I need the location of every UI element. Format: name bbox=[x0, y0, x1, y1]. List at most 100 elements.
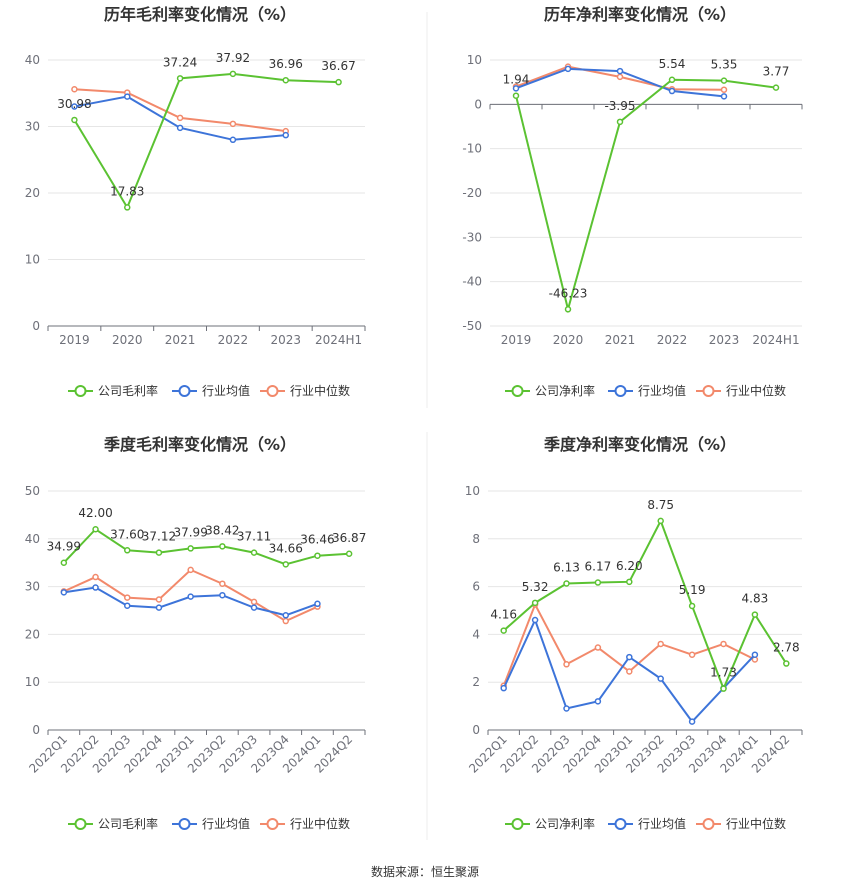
series-point-2 bbox=[124, 93, 131, 100]
data-label: 6.13 bbox=[553, 560, 580, 574]
series-point-3 bbox=[250, 598, 258, 606]
legend-swatch-marker bbox=[614, 818, 627, 830]
legend-swatch-marker bbox=[74, 818, 87, 830]
data-label: 37.11 bbox=[237, 530, 271, 544]
series-point-3 bbox=[282, 617, 289, 625]
series-point-2 bbox=[124, 602, 131, 609]
series-line-2 bbox=[63, 586, 318, 617]
legend-label: 行业均值 bbox=[202, 816, 250, 831]
y-tick-label: -20 bbox=[462, 186, 482, 200]
series-point-1 bbox=[187, 545, 194, 552]
chart-3: 季度毛利率变化情况（%）010203040502022Q12022Q22022Q… bbox=[25, 435, 367, 831]
series-point-1 bbox=[563, 580, 570, 587]
series-point-3 bbox=[92, 573, 99, 581]
data-label: 6.20 bbox=[616, 559, 643, 573]
series-point-1 bbox=[616, 118, 624, 126]
series-point-2 bbox=[314, 600, 321, 608]
series-point-2 bbox=[751, 651, 759, 658]
series-point-1 bbox=[250, 549, 258, 556]
data-label: 34.66 bbox=[269, 541, 303, 555]
series-point-2 bbox=[512, 85, 520, 92]
series-point-2 bbox=[563, 705, 570, 712]
series-point-1 bbox=[124, 547, 131, 554]
series-point-2 bbox=[92, 584, 99, 591]
y-tick-label: 4 bbox=[472, 627, 480, 641]
legend-swatch-marker bbox=[511, 385, 524, 397]
series-point-3 bbox=[626, 668, 633, 675]
series-point-1 bbox=[282, 561, 289, 568]
series-point-1 bbox=[564, 306, 572, 313]
series-point-1 bbox=[155, 549, 163, 556]
x-tick-label: 2021 bbox=[605, 333, 636, 347]
x-tick-label: 2022 bbox=[218, 333, 249, 347]
series-point-2 bbox=[500, 684, 507, 692]
x-tick-label: 2024H1 bbox=[752, 333, 799, 347]
legend-label: 行业中位数 bbox=[726, 383, 786, 398]
legend-label: 公司净利率 bbox=[535, 383, 595, 398]
legend-swatch-marker bbox=[178, 385, 191, 397]
series-point-2 bbox=[668, 87, 676, 95]
series-point-1 bbox=[71, 116, 78, 124]
data-label: 5.32 bbox=[522, 580, 549, 594]
series-point-2 bbox=[688, 718, 696, 725]
legend-swatch-marker bbox=[74, 385, 87, 397]
series-point-1 bbox=[335, 78, 342, 86]
legend-label: 行业均值 bbox=[638, 383, 686, 398]
data-label: 1.73 bbox=[710, 666, 737, 680]
series-point-1 bbox=[60, 559, 68, 566]
series-point-1 bbox=[512, 92, 520, 99]
series-point-1 bbox=[626, 578, 633, 586]
series-point-1 bbox=[657, 517, 664, 525]
chart-title: 季度净利率变化情况（%） bbox=[543, 435, 736, 454]
series-point-1 bbox=[668, 76, 676, 84]
chart-title: 季度毛利率变化情况（%） bbox=[103, 435, 296, 454]
data-label: 1.94 bbox=[503, 73, 530, 87]
series-point-2 bbox=[60, 589, 68, 596]
x-tick-label: 2020 bbox=[112, 333, 143, 347]
chart-4: 季度净利率变化情况（%）02468102022Q12022Q22022Q3202… bbox=[465, 435, 803, 831]
data-label: 5.19 bbox=[679, 583, 706, 597]
y-tick-label: 20 bbox=[25, 186, 40, 200]
data-label: 30.98 bbox=[57, 97, 91, 111]
legend-label: 公司毛利率 bbox=[98, 816, 158, 831]
data-source: 数据来源：恒生聚源 bbox=[371, 864, 479, 879]
legend-swatch-marker bbox=[702, 818, 715, 830]
series-point-3 bbox=[155, 596, 163, 603]
series-point-3 bbox=[616, 73, 624, 81]
series-point-3 bbox=[563, 661, 570, 668]
y-tick-label: 0 bbox=[474, 97, 482, 111]
x-tick-label: 2022 bbox=[657, 333, 688, 347]
chart-title: 历年毛利率变化情况（%） bbox=[104, 5, 296, 24]
data-label: 38.42 bbox=[205, 523, 239, 537]
y-tick-label: 2 bbox=[472, 675, 480, 689]
legend-label: 公司毛利率 bbox=[98, 383, 158, 398]
x-tick-label: 2021 bbox=[165, 333, 196, 347]
chart-1: 历年毛利率变化情况（%） 0 10 20 30 40 2019 2020 2021 2022 202… bbox=[25, 5, 366, 398]
series-point-3 bbox=[720, 640, 727, 648]
series-point-2 bbox=[531, 616, 539, 624]
legend-swatch-marker bbox=[511, 818, 524, 830]
data-label: -46.23 bbox=[549, 286, 588, 300]
series-point-1 bbox=[751, 611, 759, 618]
series-point-2 bbox=[176, 124, 184, 132]
data-label: 37.60 bbox=[110, 527, 144, 541]
x-tick-label: 2019 bbox=[59, 333, 90, 347]
series-point-2 bbox=[720, 93, 728, 100]
data-label: 36.67 bbox=[321, 59, 355, 73]
series-line-1 bbox=[515, 78, 777, 314]
series-point-1 bbox=[124, 204, 131, 211]
series-line-1 bbox=[63, 527, 350, 566]
legend-label: 行业均值 bbox=[638, 816, 686, 831]
series-point-1 bbox=[282, 76, 289, 84]
data-label: 37.92 bbox=[216, 51, 250, 65]
data-label: 36.87 bbox=[332, 531, 366, 545]
series-point-2 bbox=[250, 604, 258, 611]
y-tick-label: 40 bbox=[25, 532, 40, 546]
series-point-1 bbox=[688, 602, 696, 610]
series-point-3 bbox=[720, 86, 728, 93]
series-point-2 bbox=[564, 65, 572, 73]
series-point-3 bbox=[71, 86, 78, 93]
y-tick-label: 0 bbox=[32, 319, 40, 333]
series-point-3 bbox=[229, 120, 237, 128]
